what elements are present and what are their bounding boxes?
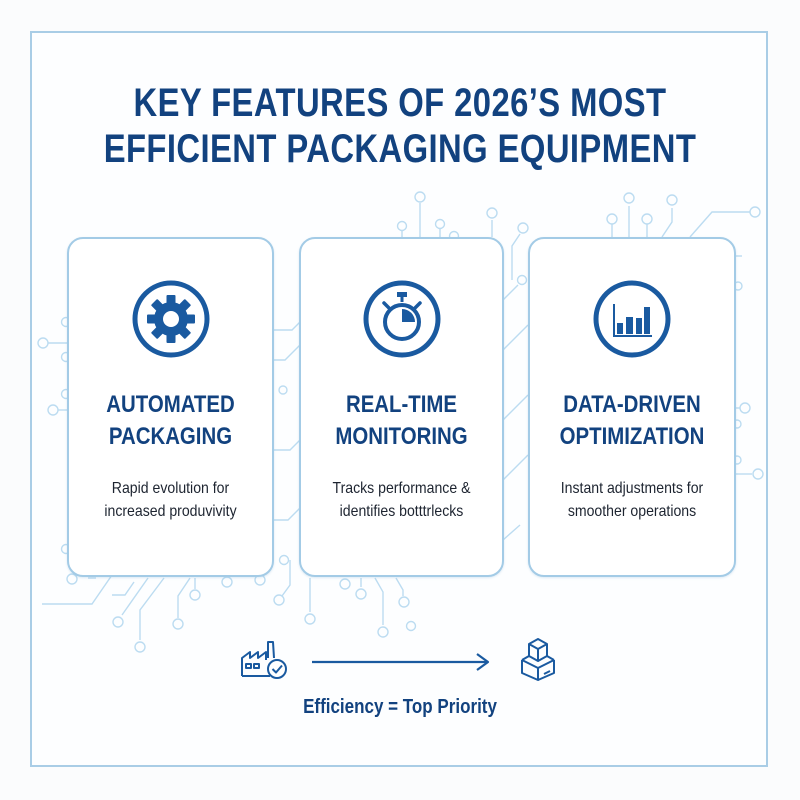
stopwatch-icon [362, 279, 442, 359]
feature-card-data-driven-optimization: DATA-DRIVEN OPTIMIZATION Instant adjustm… [528, 237, 736, 577]
card-description: Rapid evolution for increased produvivit… [81, 477, 260, 523]
card-heading: DATA-DRIVEN OPTIMIZATION [545, 389, 718, 453]
card-heading-line-2: PACKAGING [108, 423, 233, 450]
card-heading-line-2: MONITORING [335, 423, 468, 450]
footer-tagline: Efficiency = Top Priority [303, 696, 497, 718]
page-title: KEY FEATURES OF 2026’S MOST EFFICIENT PA… [72, 80, 728, 172]
card-description-line-2: smoother operations [567, 503, 697, 520]
card-description-line-1: Instant adjustments for [560, 480, 704, 497]
title-line-2: EFFICIENT PACKAGING EQUIPMENT [103, 127, 697, 171]
card-description-line-2: increased produvivity [104, 503, 237, 520]
stacked-boxes-icon [516, 636, 560, 682]
arrow-right-icon [311, 652, 491, 672]
card-heading: REAL-TIME MONITORING [316, 389, 487, 453]
factory-check-icon [240, 638, 292, 680]
card-heading-line-2: OPTIMIZATION [559, 423, 705, 450]
card-heading: AUTOMATED PACKAGING [84, 389, 257, 453]
card-description: Instant adjustments for smoother operati… [542, 477, 722, 523]
card-description: Tracks performance & identifies botttrle… [313, 477, 490, 523]
bar-chart-icon [592, 279, 672, 359]
card-heading-line-1: REAL-TIME [345, 391, 458, 418]
card-description-line-1: Rapid evolution for [111, 480, 230, 497]
gear-icon [131, 279, 211, 359]
card-heading-line-1: DATA-DRIVEN [563, 391, 701, 418]
card-description-line-1: Tracks performance & [332, 480, 471, 497]
title-line-1: KEY FEATURES OF 2026’S MOST [133, 81, 667, 125]
feature-card-real-time-monitoring: REAL-TIME MONITORING Tracks performance … [299, 237, 504, 577]
card-heading-line-1: AUTOMATED [106, 391, 235, 418]
feature-card-automated-packaging: AUTOMATED PACKAGING Rapid evolution for … [67, 237, 274, 577]
card-description-line-2: identifies botttrlecks [339, 503, 464, 520]
